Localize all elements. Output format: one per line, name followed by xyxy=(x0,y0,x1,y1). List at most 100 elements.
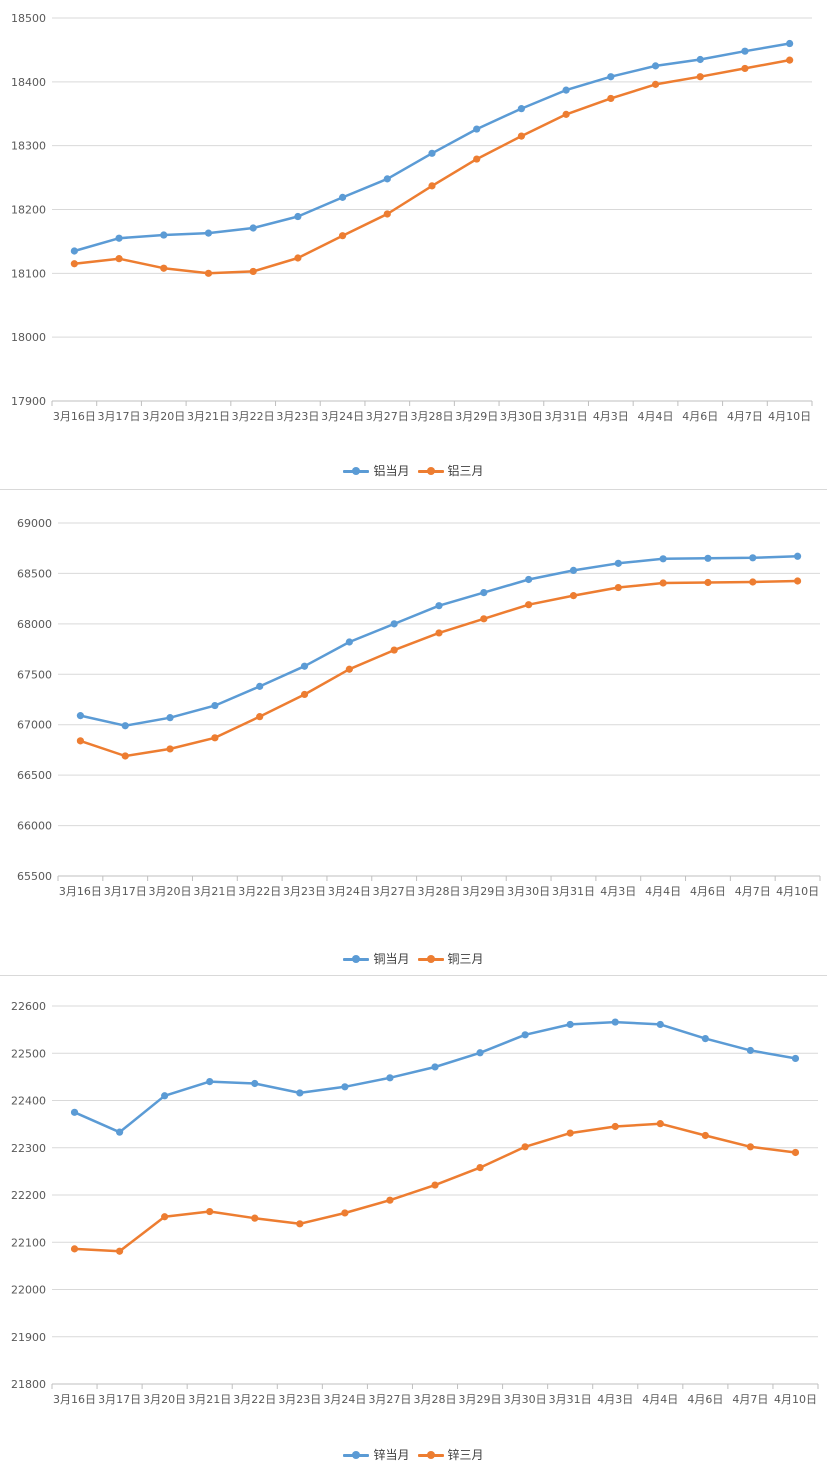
legend-item-series2: 铜三月 xyxy=(417,950,484,967)
y-tick-label: 21900 xyxy=(11,1331,46,1344)
x-tick-label: 4月7日 xyxy=(727,410,763,423)
data-point-series2 xyxy=(341,1209,349,1217)
x-tick-label: 3月20日 xyxy=(143,1393,186,1406)
data-point-series2 xyxy=(161,1213,169,1221)
data-point-series1 xyxy=(249,224,257,232)
data-point-series1 xyxy=(390,620,398,628)
x-tick-label: 3月31日 xyxy=(552,885,595,898)
x-tick-label: 4月4日 xyxy=(642,1393,678,1406)
legend-item-series1: 铝当月 xyxy=(343,462,410,479)
y-tick-label: 22600 xyxy=(11,1000,46,1013)
data-point-series2 xyxy=(70,260,78,268)
data-point-series2 xyxy=(793,577,802,585)
x-tick-label: 3月28日 xyxy=(414,1393,457,1406)
y-tick-label: 22200 xyxy=(11,1189,46,1202)
legend-label: 铝当月 xyxy=(373,464,410,478)
y-tick-label: 67000 xyxy=(17,719,52,732)
data-point-series2 xyxy=(435,629,443,637)
legend-swatch-orange xyxy=(417,1450,444,1460)
data-point-series1 xyxy=(562,86,570,94)
data-point-series2 xyxy=(746,1143,755,1151)
data-point-series1 xyxy=(746,1046,755,1055)
data-point-series1 xyxy=(76,712,85,720)
y-tick-label: 69000 xyxy=(17,517,52,530)
data-point-series1 xyxy=(160,231,168,239)
data-point-series1 xyxy=(70,247,78,255)
data-point-series1 xyxy=(300,662,309,670)
y-tick-label: 68000 xyxy=(17,618,52,631)
data-point-series2 xyxy=(614,583,622,592)
data-point-series2 xyxy=(659,579,667,587)
y-tick-label: 22100 xyxy=(11,1236,46,1249)
data-point-series1 xyxy=(296,1089,304,1097)
x-tick-label: 3月22日 xyxy=(233,1393,276,1406)
data-point-series1 xyxy=(701,1035,709,1043)
x-tick-label: 4月4日 xyxy=(638,410,674,423)
data-point-series2 xyxy=(428,182,436,190)
data-point-series1 xyxy=(614,559,622,567)
y-tick-label: 18300 xyxy=(11,140,46,153)
x-tick-label: 4月3日 xyxy=(593,410,629,423)
data-point-series1 xyxy=(517,105,526,113)
data-point-series2 xyxy=(115,1247,124,1255)
x-tick-label: 4月3日 xyxy=(597,1393,633,1406)
data-point-series2 xyxy=(338,232,347,240)
x-tick-label: 3月21日 xyxy=(193,885,236,898)
copper-chart-panel: 65500 66000 66500 67000 67500 68000 68500 69000… xyxy=(0,490,827,974)
legend-item-series1: 铜当月 xyxy=(343,950,410,967)
data-point-series2 xyxy=(204,269,213,277)
x-tick-label: 3月16日 xyxy=(53,1393,96,1406)
data-point-series1 xyxy=(428,149,436,157)
data-point-series1 xyxy=(473,125,481,133)
data-point-series1 xyxy=(659,555,667,563)
x-tick-label: 3月30日 xyxy=(507,885,550,898)
x-tick-label: 3月28日 xyxy=(418,885,461,898)
x-tick-label: 4月6日 xyxy=(687,1393,723,1406)
x-tick-label: 4月6日 xyxy=(682,410,718,423)
x-tick-label: 3月20日 xyxy=(149,885,192,898)
data-point-series1 xyxy=(294,212,302,221)
aluminum-legend: 铝当月 铝三月 xyxy=(0,462,827,479)
data-point-series2 xyxy=(300,690,309,699)
legend-label: 铜三月 xyxy=(447,952,484,966)
x-tick-label: 3月23日 xyxy=(276,410,319,423)
legend-item-series1: 锌当月 xyxy=(343,1446,410,1463)
data-point-series1 xyxy=(341,1083,349,1091)
data-point-series2 xyxy=(76,737,85,745)
data-point-series2 xyxy=(480,615,488,623)
x-tick-label: 3月29日 xyxy=(455,410,498,423)
data-point-series1 xyxy=(566,1020,574,1029)
data-point-series2 xyxy=(345,665,353,673)
y-tick-label: 18500 xyxy=(11,12,46,25)
data-point-series1 xyxy=(521,1031,529,1039)
data-point-series1 xyxy=(256,682,264,690)
data-point-series2 xyxy=(211,734,219,742)
data-point-series1 xyxy=(211,701,219,710)
data-point-series2 xyxy=(249,267,257,276)
data-point-series2 xyxy=(121,752,129,760)
x-tick-label: 3月31日 xyxy=(549,1393,592,1406)
data-point-series1 xyxy=(166,714,174,722)
data-point-series1 xyxy=(696,55,704,64)
data-point-series2 xyxy=(791,1148,800,1157)
series-line-1 xyxy=(73,42,791,253)
legend-label: 铜当月 xyxy=(373,952,410,966)
data-point-series1 xyxy=(204,229,213,237)
x-tick-label: 3月16日 xyxy=(53,410,96,423)
y-tick-label: 18200 xyxy=(11,204,46,217)
x-tick-label: 3月30日 xyxy=(500,410,543,423)
x-tick-label: 3月17日 xyxy=(98,1393,141,1406)
data-point-series2 xyxy=(251,1214,259,1222)
data-point-series1 xyxy=(121,722,129,730)
data-point-series2 xyxy=(476,1163,484,1172)
data-point-series1 xyxy=(749,554,757,562)
x-tick-label: 3月22日 xyxy=(238,885,281,898)
zinc-legend: 锌当月 锌三月 xyxy=(0,1446,827,1463)
y-tick-label: 18100 xyxy=(11,267,46,280)
data-point-series2 xyxy=(525,601,533,609)
zinc-chart: 21800 21900 22000 22100 22200 22300 22400 22500… xyxy=(11,1000,819,1406)
data-point-series2 xyxy=(383,210,391,218)
data-point-series1 xyxy=(115,1128,124,1136)
y-tick-label: 22500 xyxy=(11,1047,46,1060)
y-tick-label: 65500 xyxy=(17,870,52,883)
